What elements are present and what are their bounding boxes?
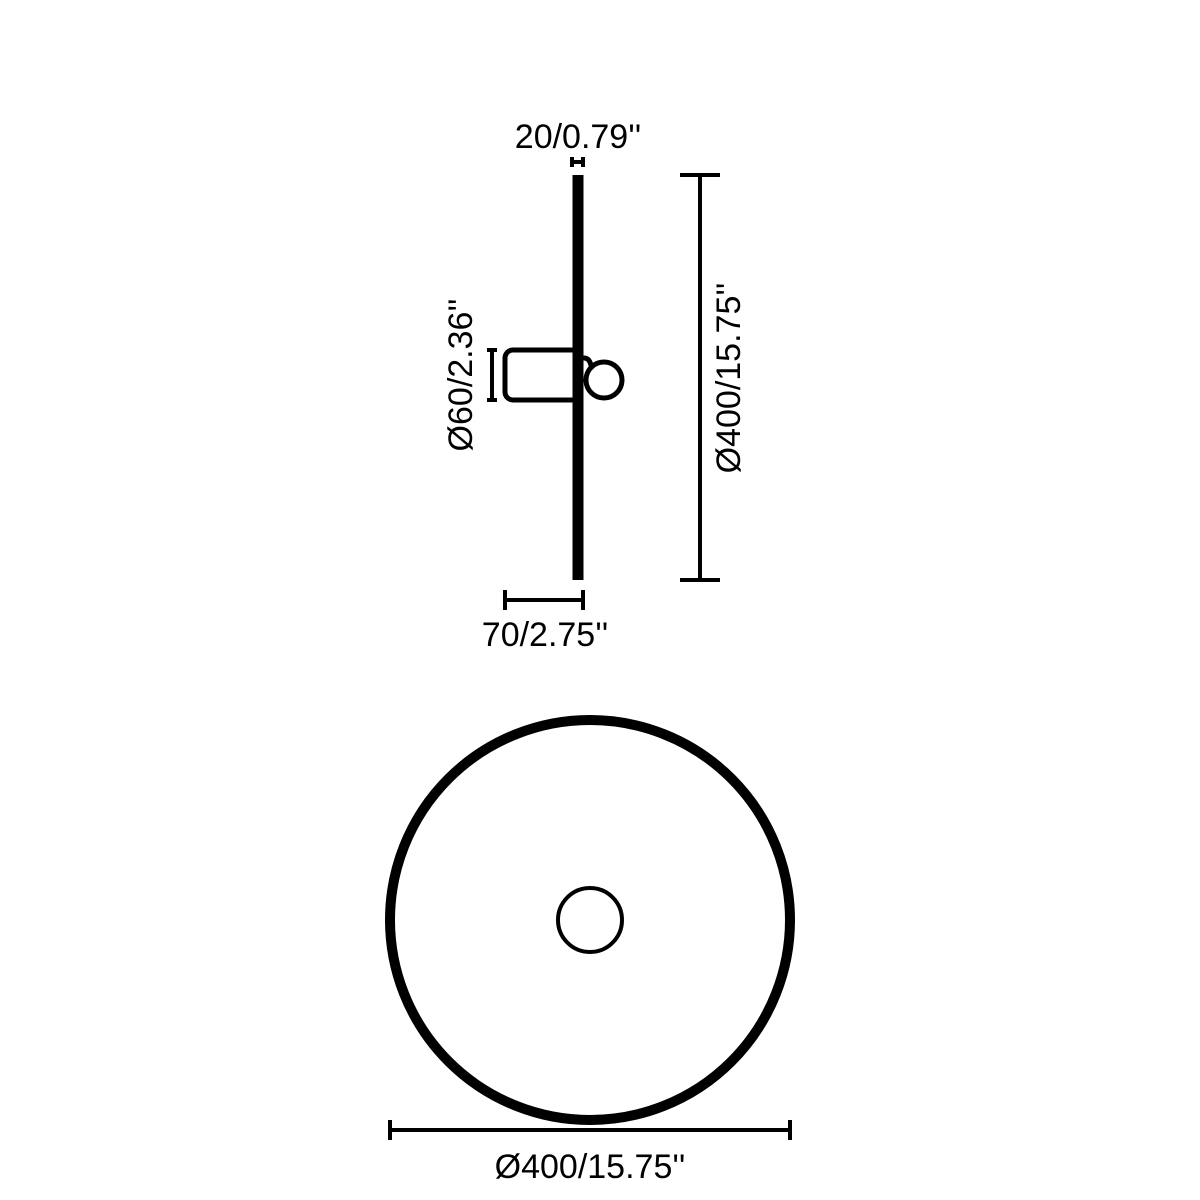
front-inner-circle: [558, 888, 622, 952]
dim-dia-60-label: Ø60/2.36'': [442, 299, 480, 452]
front-outer-circle: [390, 720, 790, 1120]
dim-dia-400-v-label: Ø400/15.75'': [710, 283, 748, 474]
dim-depth-70-label: 70/2.75'': [482, 616, 608, 654]
bulb-icon: [586, 362, 622, 398]
side-mount: [505, 350, 572, 400]
dim-dia-400-h-label: Ø400/15.75'': [495, 1148, 686, 1186]
dim-width-20-label: 20/0.79'': [515, 118, 641, 156]
side-plate: [573, 175, 584, 580]
